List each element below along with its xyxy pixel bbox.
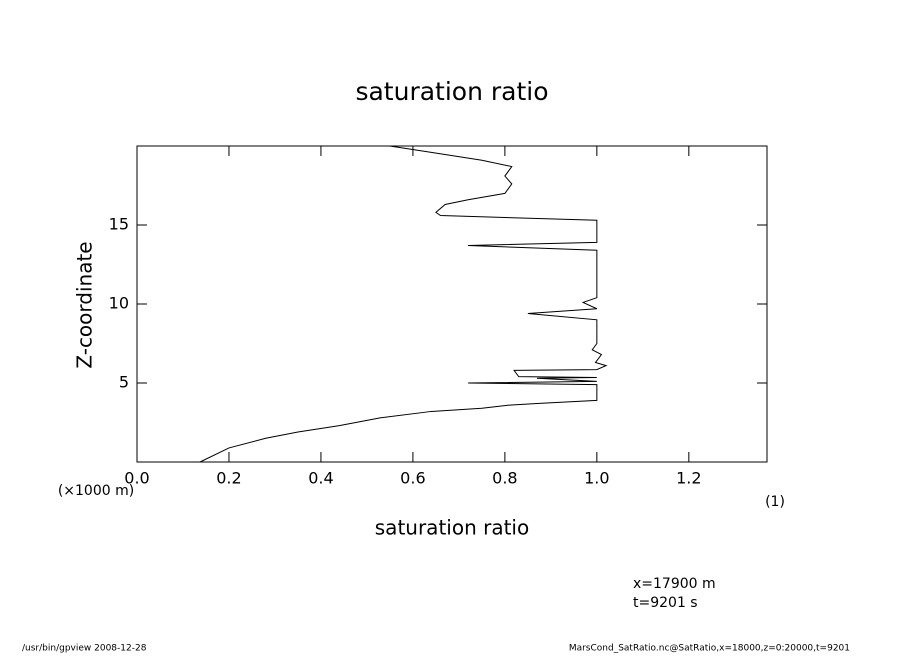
y-tick-label: 10 — [109, 294, 129, 313]
y-tick-label: 5 — [119, 373, 129, 392]
annotation: t=9201 s — [633, 595, 698, 611]
x-tick-label: 0.0 — [124, 469, 149, 488]
x-unit: (1) — [765, 494, 785, 510]
chart-title: saturation ratio — [355, 77, 548, 106]
y-axis-label: Z-coordinate — [73, 241, 97, 368]
annotation: x=17900 m — [633, 576, 716, 592]
x-tick-label: 0.8 — [492, 469, 517, 488]
x-axis-label: saturation ratio — [375, 516, 529, 540]
footer: MarsCond_SatRatio.nc@SatRatio,x=18000,z=… — [569, 644, 850, 654]
x-tick-label: 1.2 — [676, 469, 701, 488]
data-line — [199, 145, 608, 463]
plot-frame — [136, 145, 768, 463]
x-tick-label: 0.4 — [308, 469, 333, 488]
x-tick-label: 0.2 — [216, 469, 241, 488]
y-unit: (×1000 m) — [58, 483, 134, 499]
y-tick-label: 15 — [109, 215, 129, 234]
x-tick-label: 1.0 — [584, 469, 609, 488]
x-tick-label: 0.6 — [400, 469, 425, 488]
footer: /usr/bin/gpview 2008-12-28 — [22, 644, 147, 654]
